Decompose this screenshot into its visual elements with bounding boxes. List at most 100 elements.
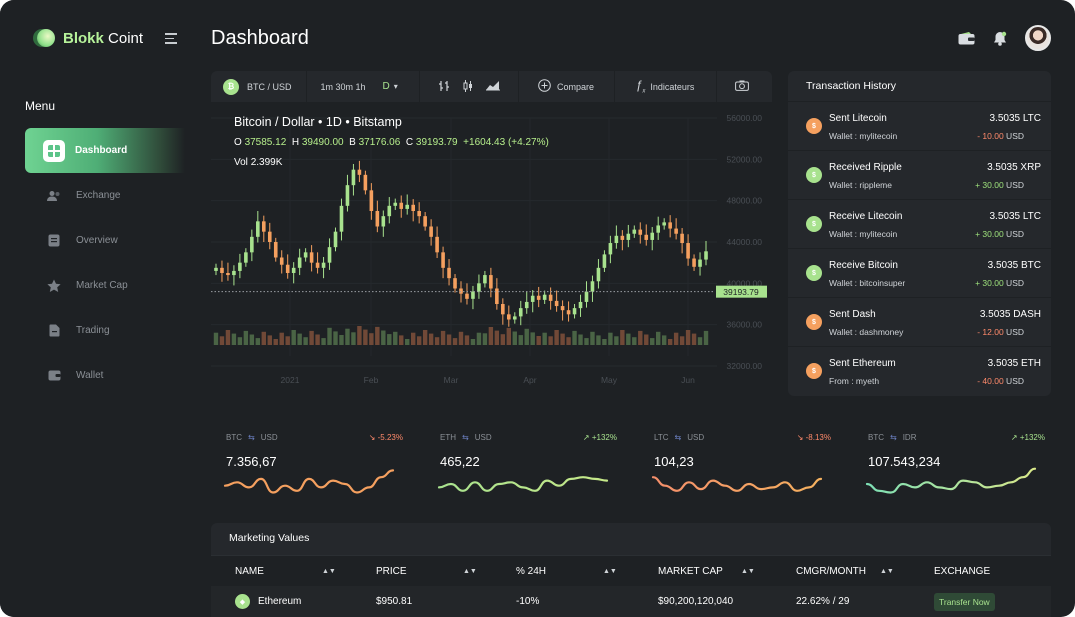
candle-body <box>566 310 571 315</box>
transaction-amount: 3.5035 DASH <box>979 309 1041 320</box>
candle-body <box>602 254 607 268</box>
col-header-exchange[interactable]: EXCHANGE <box>934 566 991 577</box>
transaction-amount: 3.5035 LTC <box>989 211 1041 222</box>
function-icon: ƒx <box>635 78 646 95</box>
snapshot-button[interactable] <box>717 71 763 102</box>
notification-bell-icon[interactable] <box>991 29 1009 47</box>
candle-body <box>285 264 290 273</box>
volume-bar <box>315 334 320 345</box>
transaction-list: $ Sent Litecoin Wallet : mylitecoin 3.5035 … <box>788 102 1051 396</box>
sidebar-item-dashboard[interactable]: Dashboard <box>25 128 185 173</box>
transaction-wallet: Wallet : mylitecoin <box>829 229 898 239</box>
ticker-sparkline <box>223 469 395 494</box>
transaction-name: Sent Ethereum <box>829 358 896 369</box>
ohlc-readout: O 37585.12 H 39490.00 B 37176.06 C 39193… <box>234 137 549 148</box>
candle-body <box>542 294 547 300</box>
candle-body <box>411 204 415 211</box>
sort-icon: ▲▼ <box>741 568 755 575</box>
volume-bar <box>536 336 541 345</box>
col-header-price[interactable]: PRICE ▲▼ <box>376 566 477 577</box>
interval-selector[interactable]: 1m 30m 1h D ▾ <box>307 71 420 102</box>
wallet-toggle-icon[interactable] <box>957 29 975 47</box>
compare-button[interactable]: Compare <box>519 71 615 102</box>
candle-body <box>483 275 487 284</box>
volume-bar <box>297 333 302 345</box>
area-chart-icon[interactable] <box>485 80 500 93</box>
ticker-card[interactable]: BTC ⇆ IDR ↗ +132% 107.543,234 <box>853 421 1053 511</box>
pair-selector[interactable]: ₿ BTC / USD <box>211 71 307 102</box>
sidebar-item-wallet[interactable]: Wallet <box>25 353 185 398</box>
y-tick-label: 32000.00 <box>727 361 763 371</box>
transaction-row[interactable]: $ Receive Bitcoin Wallet : bitcoinsuper 3.5… <box>788 249 1051 298</box>
transaction-row[interactable]: $ Sent Dash Wallet : dashmoney 3.5035 DASH -… <box>788 298 1051 347</box>
price-chart-card: ₿ BTC / USD 1m 30m 1h D ▾ Compare ƒx Ind… <box>211 71 772 396</box>
ticker-card[interactable]: LTC ⇆ USD ↘ -8.13% 104,23 <box>639 421 839 511</box>
candlestick-icon[interactable] <box>463 79 473 94</box>
ticker-pair: LTC ⇆ USD <box>654 433 705 442</box>
transaction-row[interactable]: $ Sent Litecoin Wallet : mylitecoin 3.5035 … <box>788 102 1051 151</box>
volume-bar <box>494 330 500 345</box>
volume-bar <box>339 335 344 345</box>
candle-body <box>656 225 661 233</box>
ticker-change: ↘ -8.13% <box>796 433 831 442</box>
sidebar-item-exchange[interactable]: Exchange <box>25 173 185 218</box>
candle-body <box>381 216 386 227</box>
transaction-name: Receive Bitcoin <box>829 260 898 271</box>
interval-selected[interactable]: D <box>382 81 390 92</box>
volume-bar <box>464 335 470 345</box>
transfer-now-button[interactable]: Transfer Now <box>934 592 995 611</box>
transaction-row[interactable]: $ Received Ripple Wallet : rippleme 3.5035 … <box>788 151 1051 200</box>
high-value: 39490.00 <box>301 137 344 148</box>
candle-body <box>680 233 684 244</box>
sidebar-item-label: Trading <box>76 325 110 336</box>
candle-body <box>704 251 708 260</box>
ticker-card[interactable]: BTC ⇆ USD ↘ -5.23% 7.356,67 <box>211 421 411 511</box>
sidebar-item-trading[interactable]: Trading <box>25 308 185 353</box>
y-tick-label: 56000.00 <box>727 113 763 123</box>
transaction-row[interactable]: $ Sent Ethereum From : myeth 3.5035 ETH - 40… <box>788 347 1051 396</box>
swap-icon: ⇆ <box>248 433 255 442</box>
volume-bar <box>393 331 398 345</box>
cell-change: -10% <box>516 596 540 607</box>
candlestick-chart-area[interactable]: 56000.00 52000.00 48000.00 44000.00 40000.00… <box>211 102 772 396</box>
volume-bar <box>273 339 278 345</box>
candle-body <box>512 316 517 320</box>
sidebar-item-label: Exchange <box>76 190 121 201</box>
brand-logo[interactable]: Blokk Coint <box>33 29 143 47</box>
candlestick-chart[interactable]: 56000.00 52000.00 48000.00 44000.00 40000.00… <box>211 102 772 396</box>
ticker-change: ↗ +132% <box>582 433 617 442</box>
bar-chart-icon[interactable] <box>438 80 450 94</box>
ticker-card[interactable]: ETH ⇆ USD ↗ +132% 465,22 <box>425 421 625 511</box>
sidebar-item-label: Market Cap <box>76 280 128 291</box>
candle-body <box>584 291 589 302</box>
volume-bar <box>476 332 482 345</box>
candle-body <box>638 229 643 235</box>
col-header-market-cap[interactable]: MARKET CAP ▲▼ <box>658 566 755 577</box>
menu-title: Menu <box>25 99 56 113</box>
volume-bar <box>249 334 255 345</box>
col-header-cmgr[interactable]: CMGR/MONTH ▲▼ <box>796 566 894 577</box>
candle-body <box>291 267 296 273</box>
candle-body <box>477 283 481 292</box>
candle-body <box>363 174 368 191</box>
candle-body <box>357 169 362 175</box>
candle-body <box>507 314 511 320</box>
indicators-button[interactable]: ƒx Indicateurs <box>615 71 717 102</box>
table-row[interactable]: ◆ Ethereum $950.81 -10% $90,200,120,040 2… <box>211 586 1051 617</box>
col-header-change[interactable]: % 24H ▲▼ <box>516 566 617 577</box>
sidebar-item-overview[interactable]: Overview <box>25 218 185 263</box>
volume-bar <box>422 330 428 345</box>
last-price-tag-label: 39193.79 <box>723 287 759 297</box>
volume-value: 2.399K <box>250 157 283 168</box>
transaction-row[interactable]: $ Receive Litecoin Wallet : mylitecoin 3.50… <box>788 200 1051 249</box>
x-tick-label: Jun <box>681 375 695 385</box>
last-price-tag <box>716 285 767 298</box>
wallet-icon <box>47 369 61 383</box>
user-avatar[interactable] <box>1025 25 1051 51</box>
hamburger-icon[interactable] <box>165 33 177 47</box>
sidebar-item-market-cap[interactable]: Market Cap <box>25 263 185 308</box>
y-tick-label: 40000.00 <box>727 278 763 288</box>
col-header-name[interactable]: NAME ▲▼ <box>235 566 336 577</box>
volume-bar <box>327 327 332 345</box>
ticker-pair: BTC ⇆ USD <box>226 433 278 442</box>
